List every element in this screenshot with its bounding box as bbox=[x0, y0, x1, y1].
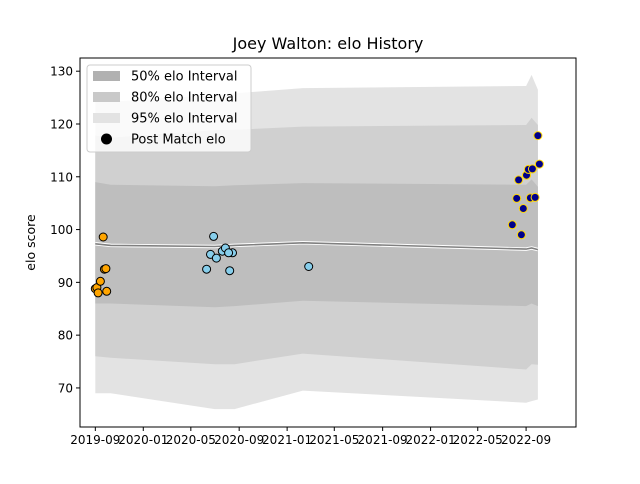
plot-frame bbox=[79, 57, 577, 428]
x-tick-label-8: 2022-05 bbox=[453, 433, 503, 447]
data-point-s0-6 bbox=[102, 286, 112, 296]
x-tick-label-2: 2020-05 bbox=[166, 433, 216, 447]
x-tick-label-7: 2022-01 bbox=[406, 433, 456, 447]
data-point-s2-2 bbox=[514, 175, 524, 185]
legend-label-3: Post Match elo bbox=[131, 133, 226, 148]
data-point-s0-2 bbox=[93, 288, 103, 298]
x-axis: 2019-092020-012020-052020-092021-012021-… bbox=[70, 427, 551, 447]
data-point-s2-4 bbox=[518, 204, 528, 213]
data-point-s2-8 bbox=[527, 164, 537, 174]
legend-label-0: 50% elo Interval bbox=[131, 70, 238, 85]
y-axis-label: elo score bbox=[23, 214, 38, 271]
x-tick-label-0: 2019-09 bbox=[70, 433, 120, 447]
mean-line-layer bbox=[95, 241, 539, 252]
legend: 50% elo Interval 80% elo Interval 95% elo … bbox=[86, 64, 252, 153]
x-tick-label-4: 2021-01 bbox=[262, 433, 312, 447]
data-points bbox=[90, 131, 544, 298]
legend-box bbox=[86, 64, 252, 153]
y-tick-label-4: 110 bbox=[50, 170, 73, 184]
x-tick-label-5: 2021-05 bbox=[309, 433, 359, 447]
data-point-s2-9 bbox=[530, 192, 540, 202]
data-point-s2-11 bbox=[534, 159, 544, 169]
legend-swatch-0 bbox=[93, 71, 120, 81]
legend-swatch-2 bbox=[93, 113, 120, 123]
legend-label-2: 95% elo Interval bbox=[131, 112, 238, 127]
data-point-s2-10 bbox=[533, 131, 543, 141]
data-point-s0-7 bbox=[101, 264, 111, 274]
y-tick-label-1: 80 bbox=[58, 329, 73, 343]
x-tick-label-6: 2021-09 bbox=[358, 433, 408, 447]
data-point-s2-1 bbox=[512, 193, 522, 203]
data-point-s1-2 bbox=[209, 231, 219, 241]
data-point-s1-6 bbox=[225, 266, 235, 276]
x-tick-label-9: 2022-09 bbox=[501, 433, 551, 447]
legend-label-1: 80% elo Interval bbox=[131, 91, 238, 106]
y-tick-label-2: 90 bbox=[58, 276, 73, 290]
data-point-s0-3 bbox=[95, 276, 105, 286]
data-point-s2-3 bbox=[516, 230, 526, 240]
data-point-s0-4 bbox=[98, 232, 108, 242]
data-point-s1-0 bbox=[202, 264, 212, 274]
mean-line bbox=[95, 241, 539, 251]
y-tick-label-6: 130 bbox=[50, 65, 73, 79]
x-tick-label-1: 2020-01 bbox=[118, 433, 168, 447]
y-axis: 70 80 90 100 110 120 130 bbox=[50, 65, 80, 395]
data-point-s1-8 bbox=[224, 248, 234, 258]
x-tick-label-3: 2020-09 bbox=[214, 433, 264, 447]
data-point-s1-3 bbox=[211, 253, 221, 263]
data-point-s2-0 bbox=[507, 220, 517, 230]
legend-swatch-1 bbox=[93, 92, 120, 102]
legend-marker-3 bbox=[101, 133, 112, 145]
y-tick-label-3: 100 bbox=[50, 223, 73, 237]
chart-title: Joey Walton: elo History bbox=[232, 34, 424, 53]
y-tick-label-0: 70 bbox=[58, 381, 73, 395]
y-tick-label-5: 120 bbox=[50, 117, 73, 131]
data-point-s1-9 bbox=[304, 262, 314, 271]
